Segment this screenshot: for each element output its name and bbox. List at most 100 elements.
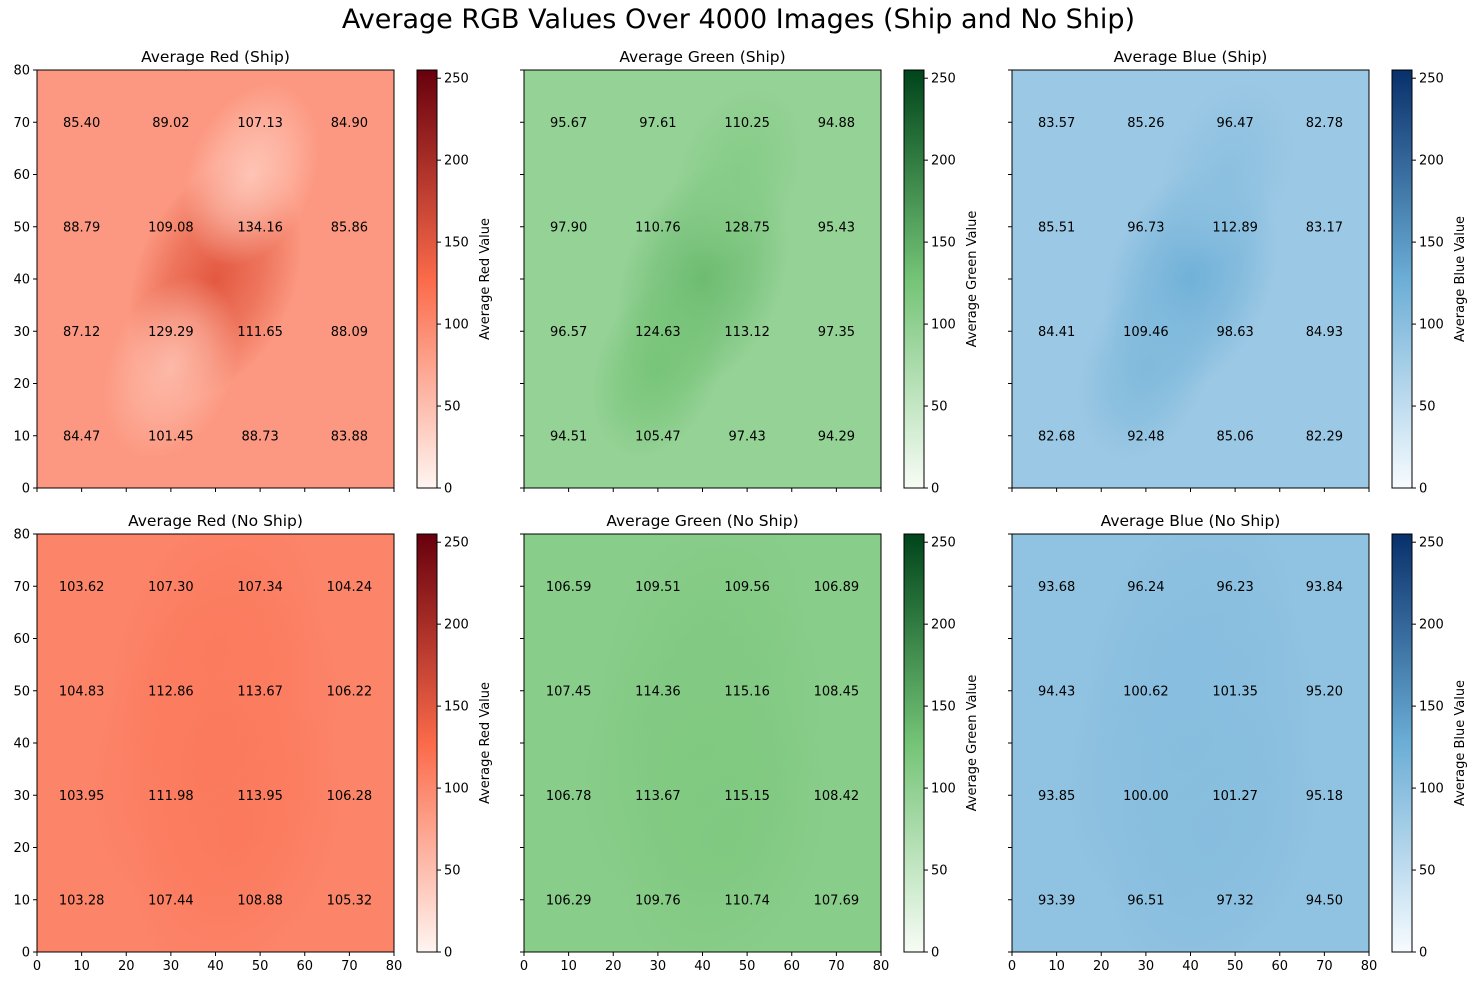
colorbar-tick-label: 150 xyxy=(1419,236,1444,251)
x-tick-label: 40 xyxy=(694,959,711,974)
cell-value-label: 134.16 xyxy=(237,220,283,235)
colorbar-tick-label: 100 xyxy=(444,318,469,333)
colorbar-tick-label: 200 xyxy=(1419,154,1444,169)
cell-value-label: 84.47 xyxy=(63,429,100,444)
colorbar xyxy=(1391,533,1413,953)
cell-value-label: 109.08 xyxy=(148,220,194,235)
panel-title: Average Green (Ship) xyxy=(619,48,785,66)
cell-value-label: 106.22 xyxy=(327,684,373,699)
x-tick-label: 30 xyxy=(163,959,180,974)
cell-value-label: 95.20 xyxy=(1306,684,1343,699)
y-tick-label: 20 xyxy=(13,841,30,856)
x-tick-label: 10 xyxy=(73,959,90,974)
cell-value-label: 110.25 xyxy=(724,116,770,131)
cell-value-label: 108.45 xyxy=(814,684,860,699)
colorbar-tick-label: 250 xyxy=(931,536,956,551)
cell-value-label: 115.16 xyxy=(724,684,770,699)
y-tick-label: 60 xyxy=(13,632,30,647)
x-tick-label: 0 xyxy=(33,959,41,974)
cell-value-label: 88.09 xyxy=(331,325,368,340)
colorbar-tick-label: 50 xyxy=(444,400,461,415)
cell-value-label: 107.69 xyxy=(814,893,860,908)
heatmap-blob xyxy=(670,83,807,266)
y-tick-label: 80 xyxy=(13,528,30,543)
colorbar-tick-label: 0 xyxy=(444,482,452,497)
heatmap-panel-4: Average Red (No Ship) 0 10 20 30 40 50 60 70 80 0 1… xyxy=(13,512,493,974)
y-tick-label: 50 xyxy=(13,220,30,235)
colorbar-tick-label: 150 xyxy=(931,700,956,715)
x-tick-label: 40 xyxy=(1182,959,1199,974)
y-tick-label: 30 xyxy=(13,325,30,340)
colorbar-label: Average Red Value xyxy=(478,682,493,804)
cell-value-label: 115.15 xyxy=(724,789,770,804)
cell-value-label: 110.76 xyxy=(635,220,681,235)
cell-value-label: 113.67 xyxy=(635,789,681,804)
colorbar-tick-label: 100 xyxy=(931,318,956,333)
colorbar-tick-label: 100 xyxy=(444,782,469,797)
y-tick-label: 80 xyxy=(13,64,30,79)
x-tick-label: 50 xyxy=(252,959,269,974)
cell-value-label: 107.30 xyxy=(148,580,194,595)
cell-value-label: 128.75 xyxy=(724,220,770,235)
cell-value-label: 85.26 xyxy=(1127,116,1164,131)
colorbar-tick-label: 50 xyxy=(931,864,948,879)
cell-value-label: 107.45 xyxy=(546,684,592,699)
cell-value-label: 85.06 xyxy=(1217,429,1254,444)
x-tick-label: 70 xyxy=(341,959,358,974)
cell-value-label: 103.28 xyxy=(59,893,105,908)
cell-value-label: 82.29 xyxy=(1306,429,1343,444)
x-tick-label: 20 xyxy=(118,959,135,974)
y-tick-label: 40 xyxy=(13,737,30,752)
colorbar-tick-label: 200 xyxy=(931,618,956,633)
cell-value-label: 113.67 xyxy=(237,684,283,699)
cell-value-label: 107.13 xyxy=(237,116,283,131)
cell-value-label: 97.32 xyxy=(1217,893,1254,908)
y-tick-label: 20 xyxy=(13,377,30,392)
cell-value-label: 95.18 xyxy=(1306,789,1343,804)
cell-value-label: 112.86 xyxy=(148,684,194,699)
cell-value-label: 111.65 xyxy=(237,325,283,340)
cell-value-label: 114.36 xyxy=(635,684,681,699)
cell-value-label: 96.24 xyxy=(1127,580,1164,595)
y-tick-label: 50 xyxy=(13,684,30,699)
colorbar-label: Average Green Value xyxy=(965,211,980,348)
x-tick-label: 50 xyxy=(739,959,756,974)
cell-value-label: 104.24 xyxy=(327,580,373,595)
y-tick-label: 0 xyxy=(22,482,30,497)
cell-value-label: 93.84 xyxy=(1306,580,1343,595)
heatmap-blob xyxy=(1158,83,1295,266)
cell-value-label: 97.61 xyxy=(639,116,676,131)
colorbar-tick-label: 50 xyxy=(931,400,948,415)
heatmap-blobs xyxy=(1077,83,1295,460)
colorbar-label: Average Blue Value xyxy=(1453,216,1468,342)
cell-value-label: 85.40 xyxy=(63,116,100,131)
cell-value-label: 92.48 xyxy=(1127,429,1164,444)
colorbar-tick-label: 200 xyxy=(444,154,469,169)
colorbar-label: Average Red Value xyxy=(478,218,493,340)
colorbar-tick-label: 150 xyxy=(931,236,956,251)
cell-value-label: 109.51 xyxy=(635,580,681,595)
heatmap-blob xyxy=(102,276,239,460)
cell-value-label: 107.44 xyxy=(148,893,194,908)
cell-value-label: 88.79 xyxy=(63,220,100,235)
cell-value-label: 94.88 xyxy=(818,116,855,131)
cell-value-label: 105.47 xyxy=(635,429,681,444)
colorbar-tick-label: 250 xyxy=(931,72,956,87)
colorbar-tick-label: 50 xyxy=(444,864,461,879)
heatmap-blobs xyxy=(102,83,320,460)
cell-value-label: 107.34 xyxy=(237,580,283,595)
colorbar-tick-label: 250 xyxy=(1419,72,1444,87)
cell-value-label: 87.12 xyxy=(63,325,100,340)
panel-title: Average Green (No Ship) xyxy=(606,512,798,530)
cell-value-label: 101.35 xyxy=(1212,684,1258,699)
heatmap-blob xyxy=(1077,276,1214,460)
cell-value-label: 103.62 xyxy=(59,580,105,595)
cell-value-label: 95.67 xyxy=(550,116,587,131)
colorbar-tick-label: 200 xyxy=(931,154,956,169)
heatmap-blob xyxy=(108,534,323,793)
x-tick-label: 60 xyxy=(783,959,800,974)
cell-value-label: 110.74 xyxy=(724,893,770,908)
cell-value-label: 101.45 xyxy=(148,429,194,444)
x-tick-label: 30 xyxy=(1138,959,1155,974)
cell-value-label: 101.27 xyxy=(1212,789,1258,804)
